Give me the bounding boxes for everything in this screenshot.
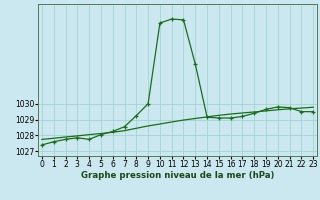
X-axis label: Graphe pression niveau de la mer (hPa): Graphe pression niveau de la mer (hPa) (81, 171, 274, 180)
